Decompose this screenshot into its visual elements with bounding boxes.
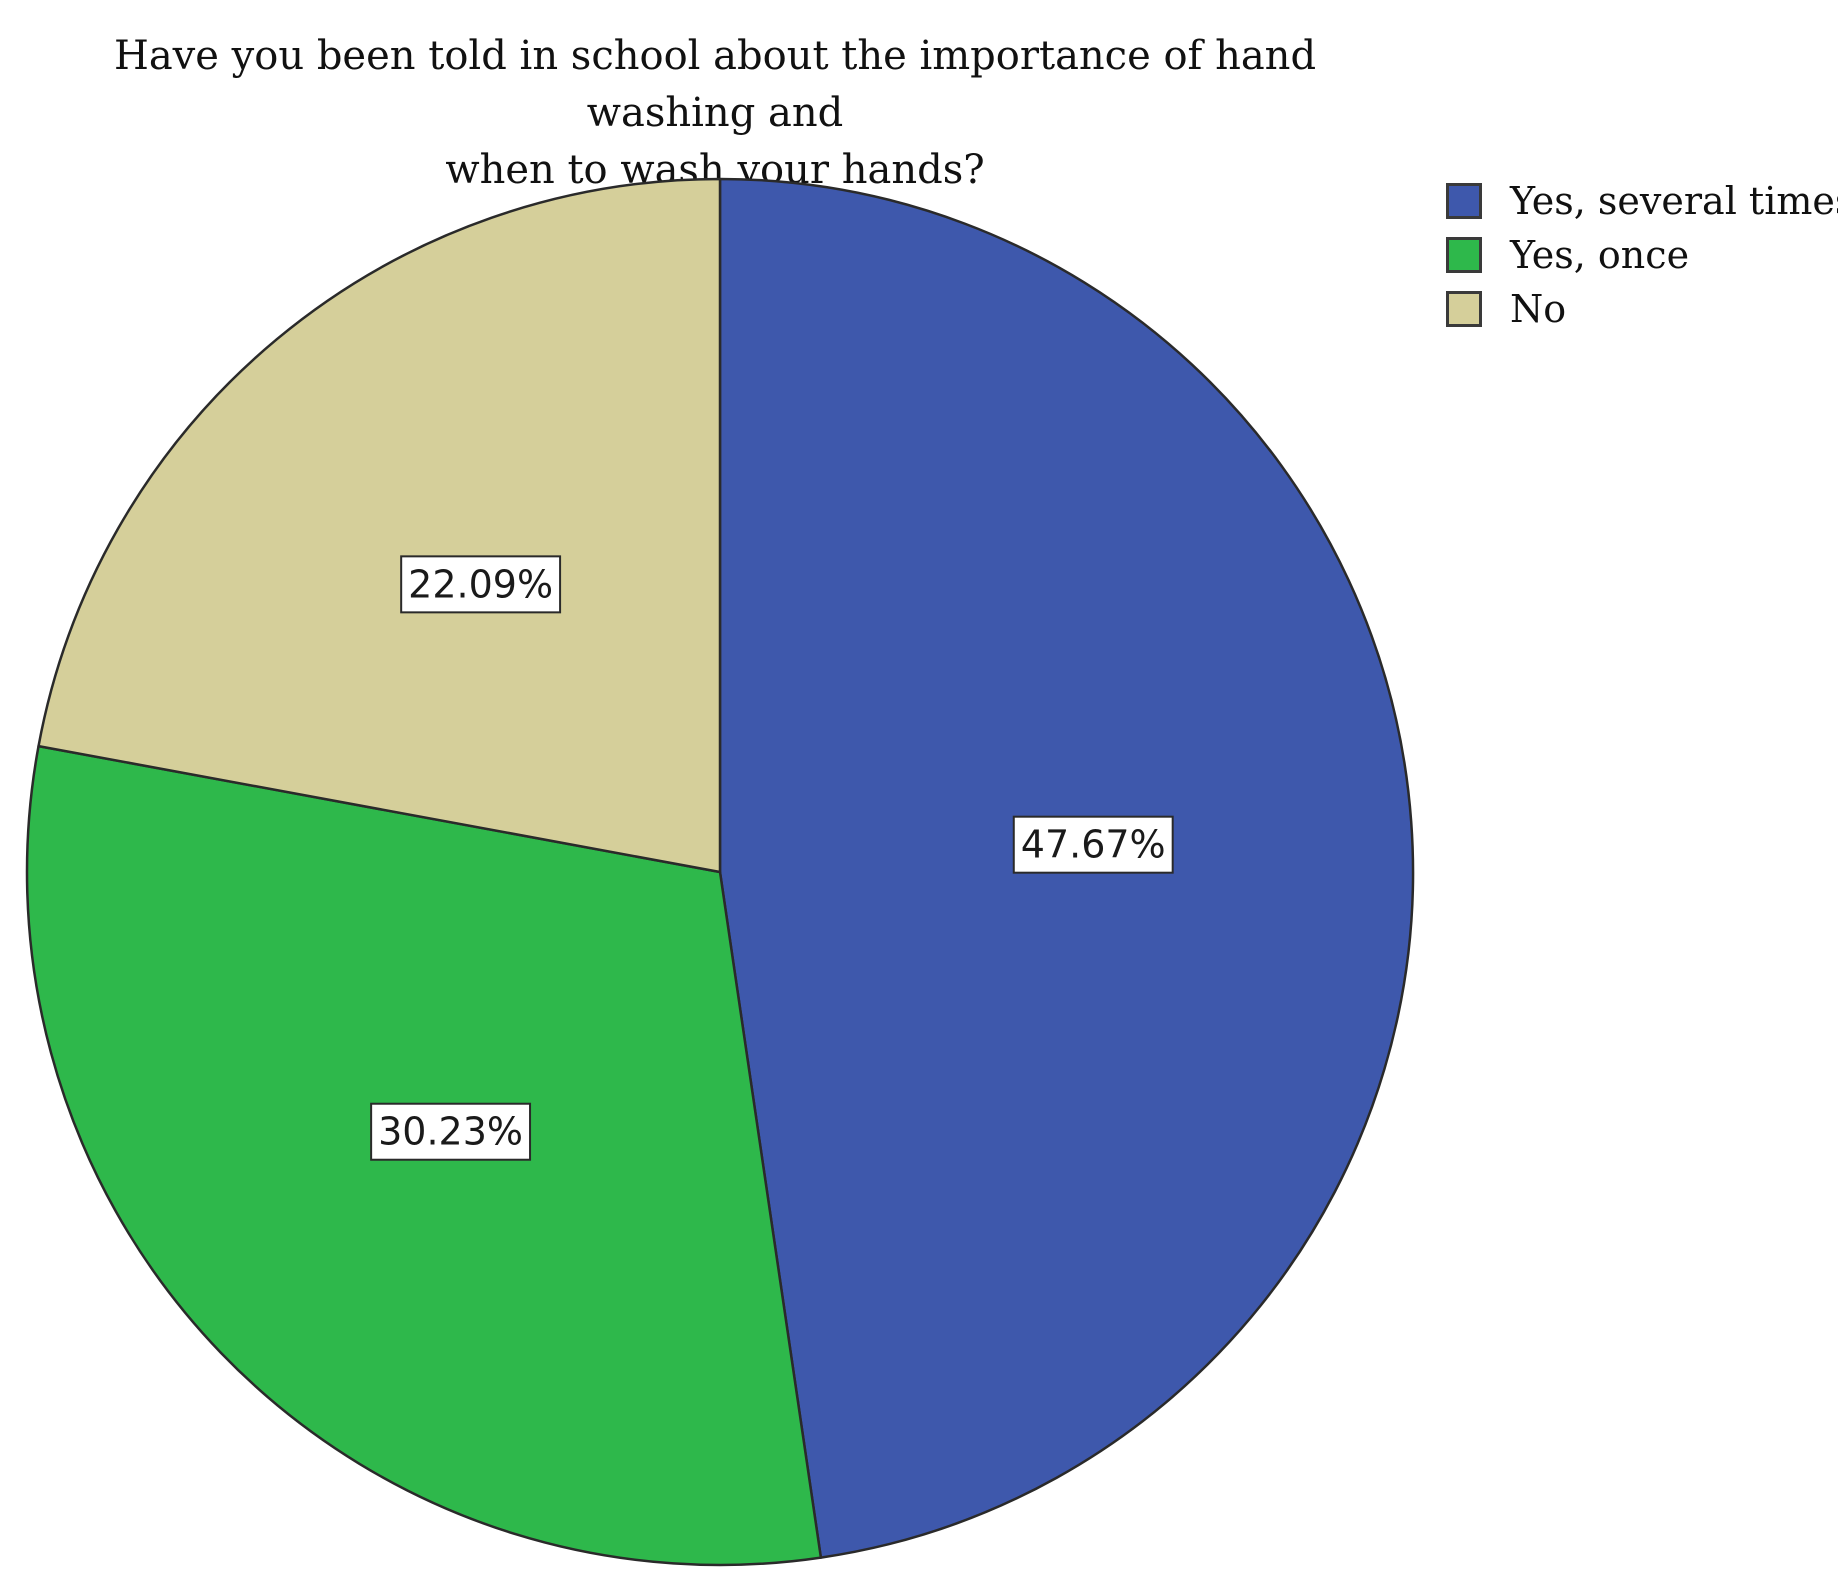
chart-title: Have you been told in school about the i…	[30, 28, 1400, 199]
legend-swatch	[1446, 291, 1482, 327]
slice-label-box	[400, 555, 562, 614]
chart-title-line-1: Have you been told in school about the i…	[113, 33, 1317, 136]
pie-slice-no	[37, 177, 722, 874]
legend-item-no: No	[1446, 282, 1838, 336]
legend-swatch	[1446, 237, 1482, 273]
legend-label: Yes, several times	[1510, 179, 1838, 223]
slice-label: 47.67%	[1012, 815, 1174, 874]
legend-item-yes-once: Yes, once	[1446, 228, 1838, 282]
slice-label-box	[370, 1102, 532, 1161]
legend-swatch	[1446, 183, 1482, 219]
slice-label: 22.09%	[400, 555, 562, 614]
legend: Yes, several times Yes, once No	[1446, 174, 1838, 336]
legend-label: No	[1510, 287, 1567, 331]
legend-item-yes-several-times: Yes, several times	[1446, 174, 1838, 228]
slice-label-text: 22.09%	[408, 562, 553, 606]
legend-label: Yes, once	[1510, 233, 1690, 277]
slice-label-text: 47.67%	[1021, 823, 1166, 867]
slice-label: 30.23%	[370, 1102, 532, 1161]
slice-label-text: 30.23%	[378, 1110, 523, 1154]
slice-label-box	[1012, 815, 1174, 874]
